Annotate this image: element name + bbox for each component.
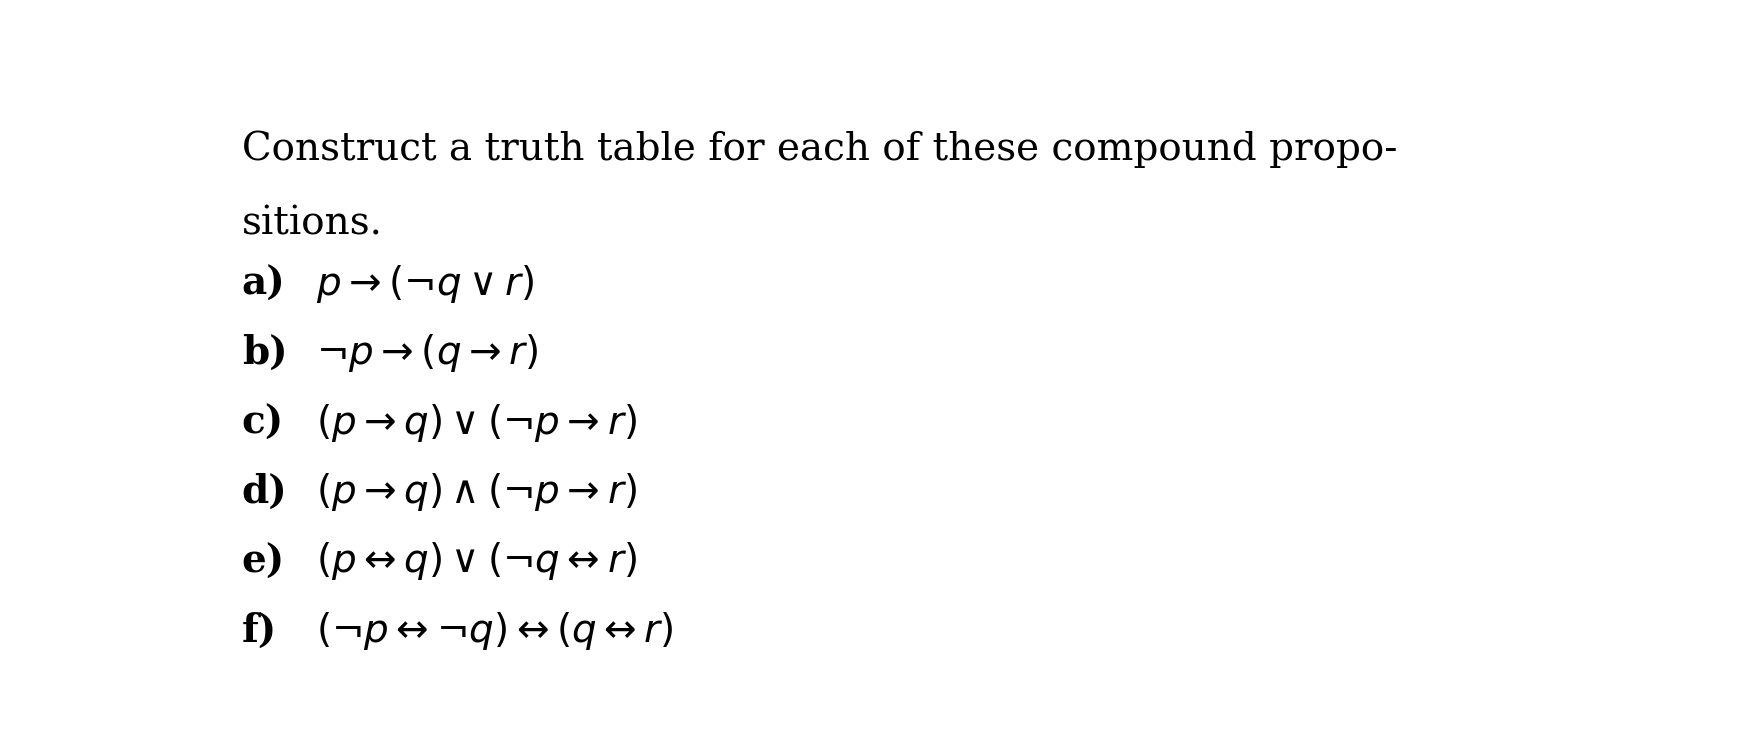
Text: a): a) (242, 265, 285, 303)
Text: $\neg p \rightarrow (q \rightarrow r)$: $\neg p \rightarrow (q \rightarrow r)$ (316, 332, 537, 374)
Text: b): b) (242, 334, 287, 372)
Text: $(p \leftrightarrow q) \vee (\neg q \leftrightarrow r)$: $(p \leftrightarrow q) \vee (\neg q \lef… (316, 541, 636, 583)
Text: e): e) (242, 542, 285, 581)
Text: f): f) (242, 612, 277, 650)
Text: sitions.: sitions. (242, 206, 383, 243)
Text: Construct a truth table for each of these compound propo-: Construct a truth table for each of thes… (242, 131, 1396, 168)
Text: $p \rightarrow (\neg q \vee r)$: $p \rightarrow (\neg q \vee r)$ (316, 263, 534, 305)
Text: c): c) (242, 403, 283, 442)
Text: d): d) (242, 473, 287, 511)
Text: $(p \rightarrow q) \wedge (\neg p \rightarrow r)$: $(p \rightarrow q) \wedge (\neg p \right… (316, 471, 636, 513)
Text: $(p \rightarrow q) \vee (\neg p \rightarrow r)$: $(p \rightarrow q) \vee (\neg p \rightar… (316, 402, 636, 444)
Text: $(\neg p \leftrightarrow \neg q) \leftrightarrow (q \leftrightarrow r)$: $(\neg p \leftrightarrow \neg q) \leftri… (316, 610, 673, 652)
